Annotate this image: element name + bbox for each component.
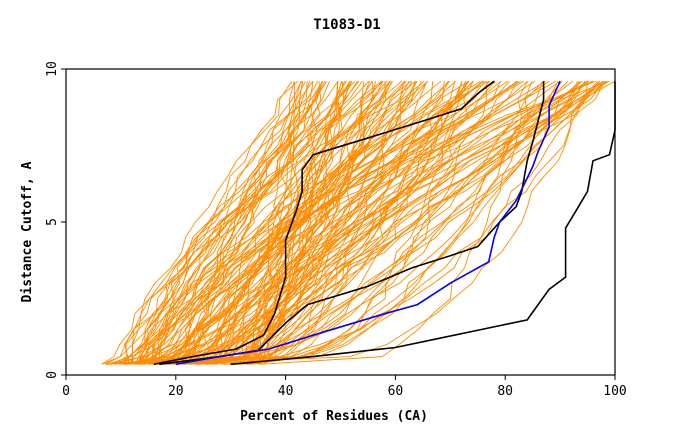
background-curve	[144, 80, 604, 365]
background-curve	[214, 80, 391, 365]
background-curve	[202, 80, 546, 365]
background-curve	[107, 80, 418, 365]
background-curve	[173, 80, 356, 365]
series-line-2	[159, 81, 545, 366]
background-curve	[140, 80, 351, 365]
background-curve	[171, 80, 391, 365]
background-curve	[140, 80, 363, 365]
x-tick-label: 80	[497, 384, 513, 399]
background-curve	[148, 81, 364, 365]
background-curve	[101, 80, 388, 365]
ticks: 0 20 40 60 80 100 0 5 10	[45, 61, 627, 399]
background-curve	[134, 80, 486, 365]
background-curve	[251, 81, 345, 365]
background-curve	[191, 80, 524, 365]
background-curve	[168, 81, 324, 365]
background-curve	[190, 80, 604, 365]
background-curve	[195, 81, 351, 365]
background-curve	[152, 80, 324, 365]
background-curve	[138, 80, 581, 365]
background-curve	[138, 80, 490, 365]
x-tick-label: 60	[388, 384, 404, 399]
x-tick-label: 40	[278, 384, 294, 399]
background-curve	[221, 81, 339, 365]
background-curve	[158, 80, 360, 365]
background-curve	[151, 80, 586, 365]
background-curve	[229, 80, 606, 365]
background-curve	[123, 81, 533, 365]
background-curve	[236, 81, 502, 365]
background-curve	[196, 80, 474, 365]
background-curve	[167, 81, 374, 365]
background-curve	[125, 81, 314, 365]
series-line-4	[230, 81, 616, 366]
background-curve	[260, 81, 330, 365]
y-axis-label: Distance Cutoff, A	[20, 161, 35, 302]
series-line-3	[175, 80, 561, 366]
background-curve	[233, 80, 581, 365]
background-curve	[247, 80, 550, 365]
background-curve	[259, 80, 528, 365]
background-curve	[142, 80, 293, 365]
background-curve	[249, 80, 599, 365]
background-curve	[246, 81, 488, 365]
x-axis-label: Percent of Residues (CA)	[240, 409, 428, 424]
background-curve	[132, 80, 302, 365]
background-curve	[178, 80, 402, 365]
background-curve	[180, 80, 353, 365]
background-curve	[135, 80, 596, 365]
background-curve	[182, 81, 588, 365]
y-tick-label: 5	[45, 218, 60, 226]
x-tick-label: 100	[603, 384, 626, 399]
background-curve	[124, 80, 579, 365]
background-curve	[170, 80, 417, 365]
background-curve	[163, 80, 429, 365]
background-curve	[204, 80, 544, 365]
background-curve	[181, 80, 560, 365]
background-curve	[105, 80, 606, 365]
background-curve-bundle	[101, 80, 616, 365]
series-layer	[153, 80, 616, 366]
background-curve	[101, 80, 382, 365]
background-curve	[206, 80, 601, 365]
background-curve	[144, 80, 314, 365]
background-curve	[116, 81, 323, 365]
background-curve	[119, 80, 569, 365]
background-curve	[122, 80, 339, 365]
x-tick-label: 0	[62, 384, 70, 399]
x-tick-label: 20	[168, 384, 184, 399]
background-curve	[164, 81, 343, 365]
background-curve	[191, 80, 428, 365]
background-curve	[168, 80, 474, 365]
chart-title: T1083-D1	[313, 17, 380, 33]
y-tick-label: 0	[45, 371, 60, 379]
background-curve	[113, 80, 299, 365]
background-curve	[205, 80, 406, 365]
background-curve	[186, 81, 393, 365]
background-curve	[263, 80, 610, 365]
background-curve	[129, 80, 470, 365]
series-line-1	[153, 80, 495, 366]
y-tick-label: 10	[45, 61, 60, 77]
background-curve	[242, 80, 373, 365]
